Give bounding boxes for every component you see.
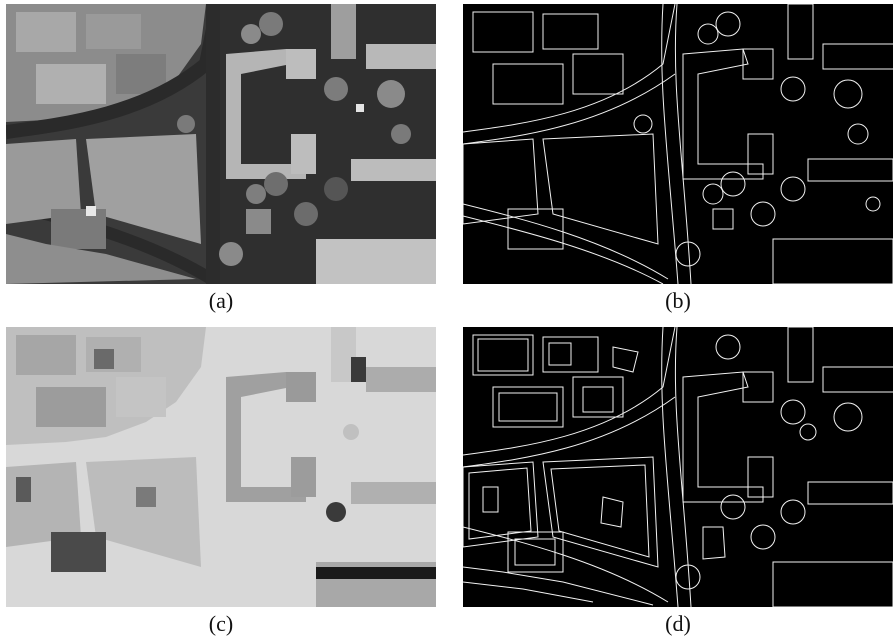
edge-map-image [463,4,893,284]
dense-edge-map-image [463,327,893,607]
inverted-aerial-image [6,327,436,607]
caption-b: (b) [665,288,691,313]
caption-d: (d) [665,611,691,636]
aerial-image-grayscale [6,4,436,284]
caption-c: (c) [208,611,234,636]
panel-b-edge-map [463,4,893,284]
caption-a: (a) [208,288,234,313]
panel-c-inverted-image [6,327,436,607]
panel-d-dense-edge-map [463,327,893,607]
panel-a-aerial-image [6,4,436,284]
